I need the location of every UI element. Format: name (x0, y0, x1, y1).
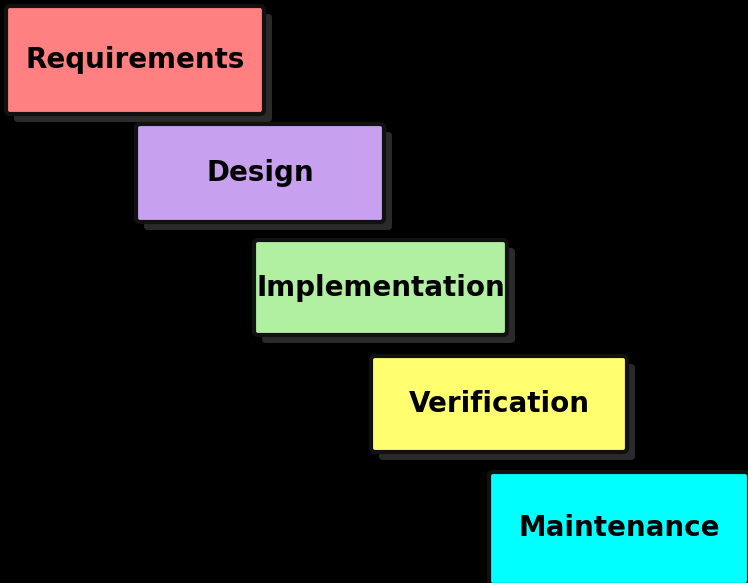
FancyBboxPatch shape (6, 6, 264, 114)
FancyBboxPatch shape (497, 480, 748, 583)
Text: Requirements: Requirements (25, 46, 245, 74)
FancyBboxPatch shape (144, 132, 392, 230)
FancyBboxPatch shape (136, 124, 384, 222)
FancyBboxPatch shape (371, 356, 627, 452)
Text: Implementation: Implementation (256, 273, 505, 301)
Text: Maintenance: Maintenance (518, 515, 720, 543)
Text: Design: Design (206, 159, 314, 187)
FancyBboxPatch shape (14, 14, 272, 122)
FancyBboxPatch shape (254, 240, 507, 335)
FancyBboxPatch shape (379, 364, 635, 460)
FancyBboxPatch shape (489, 472, 748, 583)
FancyBboxPatch shape (262, 248, 515, 343)
Text: Verification: Verification (408, 390, 589, 418)
